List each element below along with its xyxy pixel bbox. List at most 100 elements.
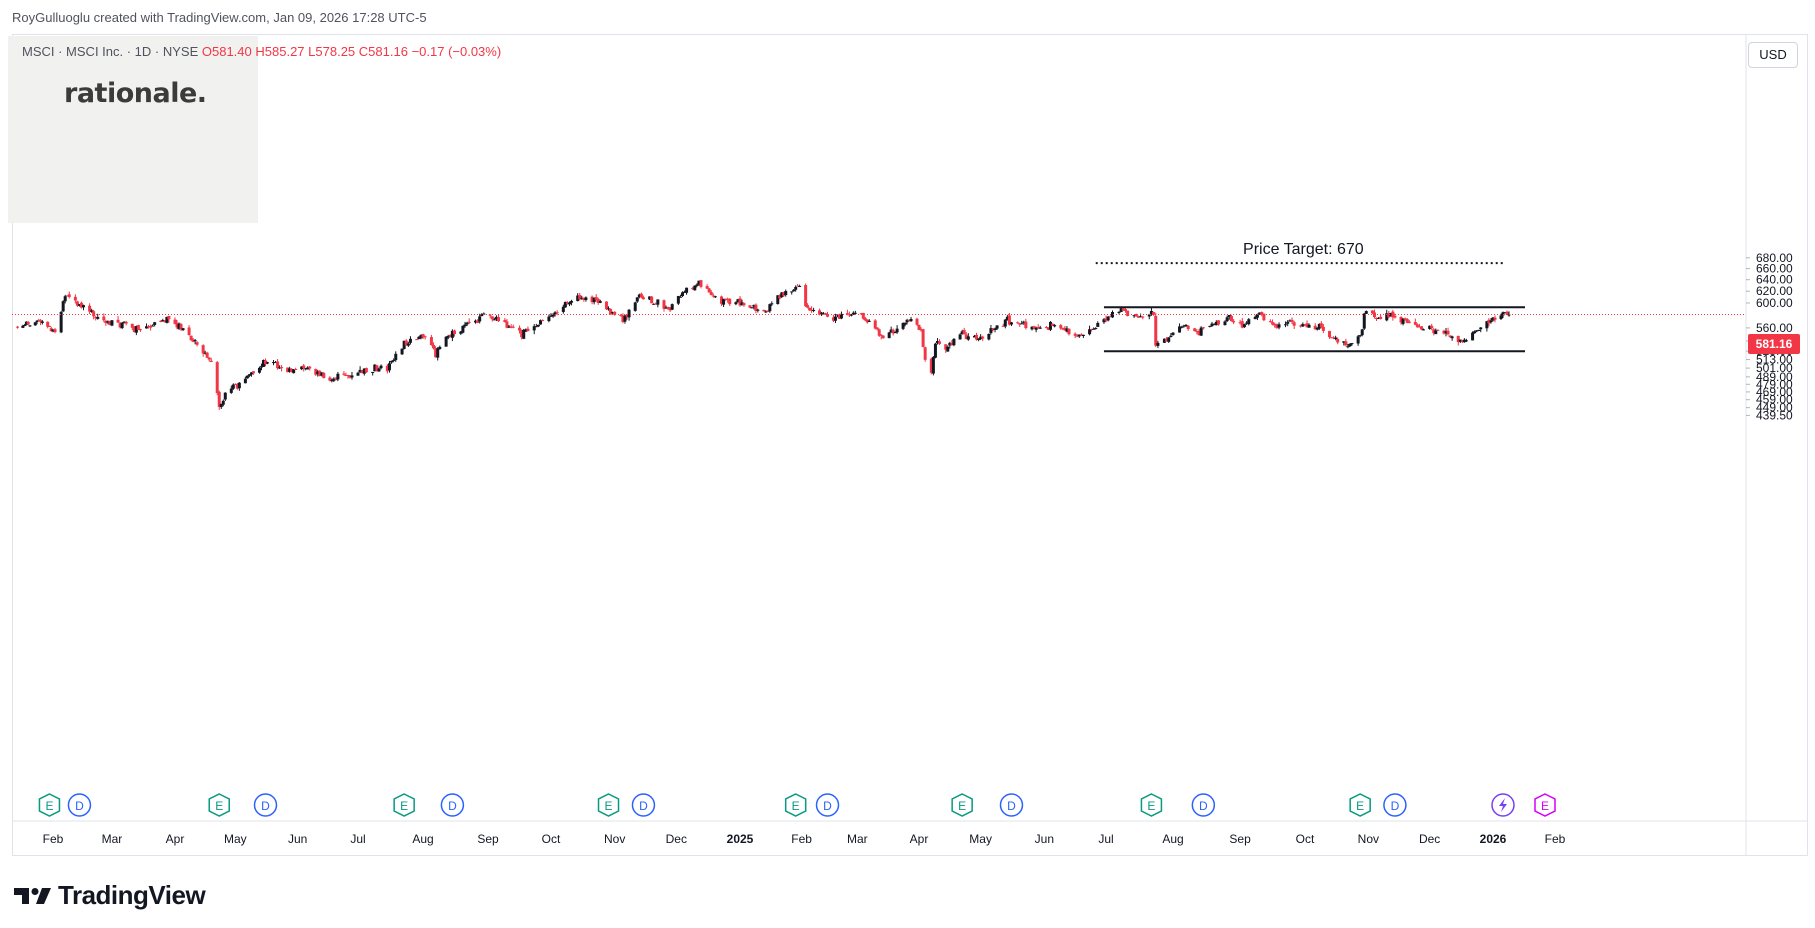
x-tick-label: 2025 [727,832,754,846]
candle-body [1350,343,1354,345]
candle-body [235,383,239,389]
candle-body [948,342,952,346]
x-tick-label: Sep [1229,832,1251,846]
candle-body [831,317,835,321]
candle-body [792,289,796,292]
candle-body [304,368,308,370]
candle-body [776,295,780,305]
candle-body [1370,310,1374,314]
candle-body [1436,329,1440,331]
candle-body [756,309,760,311]
candle-body [1193,328,1197,332]
candle-body [1253,316,1257,320]
candle-body [243,378,247,384]
candle-body [1485,321,1489,329]
candle-body [905,319,909,323]
candle-body [839,313,843,319]
candle-body [522,329,526,339]
x-tick-label: Jul [350,832,365,846]
candle-body [332,378,336,381]
candle-body [594,297,598,300]
y-tick-label: 620.00 [1756,284,1793,298]
candle-body [678,296,682,298]
candle-body [609,309,613,315]
candle-body [1216,320,1220,325]
earnings-event-icon [784,793,807,817]
dividend-event-icon [631,793,656,817]
candle-body [680,292,684,297]
candle-body [362,368,366,374]
candle-body [1022,321,1026,323]
candle-body [720,296,724,304]
candle-body [853,312,857,314]
candle-body [1471,332,1475,341]
candle-body [1489,320,1493,323]
candle-body [804,285,808,307]
candle-body [429,337,433,346]
candle-body [627,309,631,318]
candle-body [790,291,794,293]
candle-body [106,321,110,323]
x-tick-label: Feb [1545,832,1566,846]
candle-body [666,307,670,310]
candle-body [1036,327,1040,329]
ohlc-low: L578.25 [308,44,356,59]
candle-body [750,307,754,309]
candle-body [1232,320,1236,323]
x-tick-label: Apr [166,832,185,846]
candle-body [223,392,227,400]
candle-body [541,319,545,321]
tradingview-brand[interactable]: TradingView [14,880,206,911]
candle-body [288,368,292,372]
currency-button[interactable]: USD [1748,42,1798,68]
candle-body [752,304,756,307]
candle-body [796,285,800,287]
chart-attribution: RoyGulluoglu created with TradingView.co… [12,10,427,25]
candle-body [726,298,730,301]
symbol-legend[interactable]: MSCI · MSCI Inc. · 1D · NYSE O581.40 H58… [22,44,501,59]
candle-body [302,365,306,369]
candle-body [576,295,580,302]
candle-body [553,312,557,315]
candle-body [118,323,122,328]
candle-body [1162,338,1166,343]
candle-body [511,326,515,328]
candle-body [549,315,553,317]
candle-body [272,362,276,364]
candle-body [964,334,968,340]
x-tick-label: Jul [1098,832,1113,846]
candle-body [1104,318,1108,321]
candle-body [1182,325,1186,327]
candle-body [851,312,855,315]
x-tick-label: Dec [666,832,687,846]
candle-body [1094,328,1098,330]
watermark-logo: rationale. [64,78,207,109]
candle-body [875,327,879,330]
earnings-event-label: E [1356,799,1364,813]
candle-body [1088,329,1092,335]
candle-body [46,321,50,327]
candle-body [893,332,897,334]
candle-body [865,319,869,323]
candle-body [136,325,140,330]
candle-body [1009,322,1013,325]
candle-body [1328,331,1332,338]
candle-body [251,371,255,374]
candle-body [921,329,925,347]
candle-body [1358,335,1362,337]
candle-body [1117,311,1121,313]
candle-body [1184,324,1188,327]
candle-body [450,330,454,338]
candle-body [320,372,324,376]
y-tick-label: 479.00 [1756,377,1793,391]
candle-body [944,344,948,350]
candle-body [1301,323,1305,327]
dividend-event-label: D [1007,799,1016,813]
candle-body [476,320,480,323]
ohlc-open: O581.40 [201,44,252,59]
candle-body [1479,327,1483,330]
candle-body [94,317,98,319]
candle-body [613,311,617,315]
candle-body [35,320,39,322]
